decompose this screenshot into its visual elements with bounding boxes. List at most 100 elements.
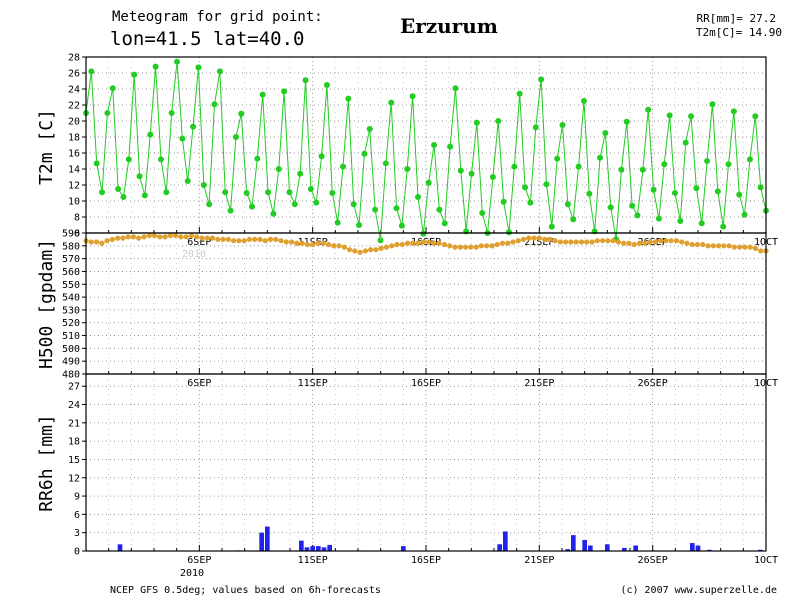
y-tick-label: 590 xyxy=(62,229,80,240)
h500-data-point xyxy=(573,239,579,245)
h500-data-point xyxy=(325,241,332,248)
t2m-data-point xyxy=(318,153,325,160)
h500-data-point xyxy=(252,236,258,243)
h500-data-point xyxy=(204,235,210,241)
h500-data-point xyxy=(636,240,643,246)
h500-data-point xyxy=(737,244,743,250)
h500-data-point xyxy=(694,241,701,248)
y-tick-label: 6 xyxy=(74,229,80,240)
h500-data-point xyxy=(599,238,606,244)
t2m-data-point xyxy=(655,215,662,222)
y-tick-label: 20 xyxy=(68,117,80,128)
year-label: 2010 xyxy=(180,568,204,579)
t2m-data-point xyxy=(682,139,689,146)
precipitation-panel: 0 3 6 9 12 15 18 21 24 27 6SEP 11SEP 16SEP 21SEP 26SEP… xyxy=(68,373,778,566)
y-tick-label: 16 xyxy=(68,149,80,160)
h500-data-point xyxy=(484,243,490,249)
h500-data-point xyxy=(747,244,753,250)
t2m-data-point xyxy=(671,190,678,196)
t2m-data-point xyxy=(447,143,454,150)
t2m-data-point xyxy=(313,199,320,206)
x-tick-label: 11SEP xyxy=(298,555,328,566)
t2m-data-point xyxy=(115,186,122,192)
h500-data-point xyxy=(505,240,511,246)
t2m-data-point xyxy=(302,77,309,84)
h500-data-point xyxy=(431,240,437,246)
t2m-data-point xyxy=(511,163,518,170)
t2m-data-point xyxy=(104,110,111,116)
t2m-data-point xyxy=(404,166,411,172)
h500-data-point xyxy=(605,238,611,244)
t2m-data-point xyxy=(152,63,159,70)
t2m-data-point xyxy=(265,189,272,196)
y-tick-label: 500 xyxy=(62,344,80,355)
h500-data-point xyxy=(151,232,158,239)
t2m-data-point xyxy=(88,68,95,75)
t2m-data-point xyxy=(157,156,164,163)
precip-bar xyxy=(401,546,406,551)
t2m-data-point xyxy=(307,186,314,192)
y-tick-label: 10 xyxy=(68,197,80,208)
x-tick-label: 21SEP xyxy=(524,378,554,389)
t2m-data-point xyxy=(559,122,566,128)
h500-data-point xyxy=(157,234,163,240)
h500-data-point xyxy=(426,239,432,245)
h500-data-point xyxy=(236,238,242,244)
h500-data-point xyxy=(684,240,690,246)
y-tick-label: 28 xyxy=(68,53,80,64)
footer-source: NCEP GFS 0.5deg; values based on 6h-fore… xyxy=(110,585,381,596)
t2m-data-point xyxy=(688,113,695,120)
h500-data-point xyxy=(215,236,221,243)
t2m-data-point xyxy=(382,160,389,167)
h500-data-point xyxy=(283,239,289,245)
h500-data-point xyxy=(341,244,347,250)
h500-data-point xyxy=(715,243,722,249)
precip-bar xyxy=(695,545,701,551)
t2m-data-point xyxy=(473,119,480,126)
h500-data-point xyxy=(457,244,463,250)
t2m-data-point xyxy=(548,223,555,230)
t2m-data-point xyxy=(195,64,202,71)
h500-data-point xyxy=(104,238,110,244)
t2m-data-point xyxy=(286,189,293,196)
h500-data-point xyxy=(494,241,500,248)
t2m-data-point xyxy=(377,237,384,244)
t2m-data-point xyxy=(698,220,705,227)
t2m-data-point xyxy=(602,130,609,136)
y-tick-label: 24 xyxy=(68,400,80,411)
h500-data-point xyxy=(346,247,353,253)
t2m-mean-readout: T2m[C]= 14.90 xyxy=(696,26,782,39)
t2m-data-point xyxy=(538,76,545,83)
y-tick-label: 520 xyxy=(62,318,80,329)
y-tick-label: 560 xyxy=(62,267,80,278)
y-tick-label: 0 xyxy=(74,547,80,558)
t2m-data-point xyxy=(323,82,330,88)
h500-data-point xyxy=(120,235,126,241)
h500-data-point xyxy=(125,234,131,240)
h500-data-point xyxy=(188,232,195,239)
t2m-data-point xyxy=(666,112,673,119)
t2m-data-point xyxy=(575,163,582,170)
h500-data-point xyxy=(447,243,453,249)
t2m-data-point xyxy=(420,230,427,237)
t2m-data-point xyxy=(543,181,550,188)
h500-data-point xyxy=(399,241,405,248)
h500-data-point xyxy=(199,235,205,241)
precip-bar xyxy=(605,544,610,551)
y-tick-label: 580 xyxy=(62,241,80,252)
h500-data-point xyxy=(410,240,416,246)
x-tick-label: 26SEP xyxy=(638,378,668,389)
h500-data-point xyxy=(146,232,152,239)
location-name: Erzurum xyxy=(400,14,498,38)
h500-data-point xyxy=(299,240,305,246)
h500-data-point xyxy=(621,240,627,246)
t2m-data-point xyxy=(489,174,496,180)
precip-bar xyxy=(310,546,315,551)
h500-data-point xyxy=(136,235,142,241)
t2m-data-point xyxy=(270,210,277,217)
h500-data-point xyxy=(420,239,426,245)
h500-data-point xyxy=(578,239,585,245)
h500-data-point xyxy=(88,239,94,245)
t2m-data-point xyxy=(452,85,459,92)
